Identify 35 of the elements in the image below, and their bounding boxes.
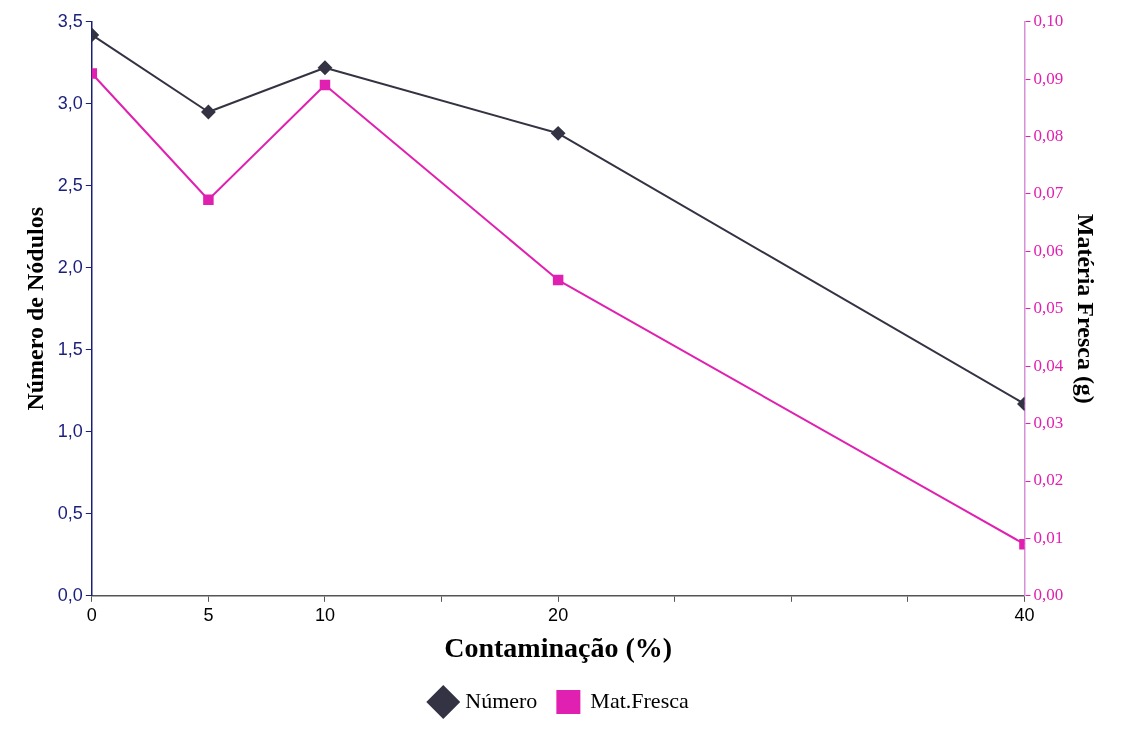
y-tick-label: 3,5 <box>57 10 83 31</box>
y-tick-label: 2,5 <box>57 174 83 195</box>
y2-tick-label: 0,08 <box>1033 126 1064 146</box>
point <box>317 60 332 75</box>
x-tick-label: 0 <box>86 604 97 625</box>
point <box>203 194 214 205</box>
legend-label: Número <box>465 687 538 713</box>
y-axis-title: Número de Nódulos <box>21 207 48 411</box>
y2-tick-label: 0,05 <box>1033 298 1064 318</box>
x-tick-label: 40 <box>1014 604 1035 625</box>
y2-tick-label: 0,03 <box>1033 413 1064 433</box>
y2-axis-title: Matéria Fresca (g) <box>1073 213 1100 404</box>
y2-tick-label: 0,01 <box>1033 527 1064 547</box>
legend-label: Mat.Fresca <box>590 687 689 713</box>
y-tick-label: 1,5 <box>57 338 83 359</box>
x-tick-label: 5 <box>203 604 214 625</box>
y2-tick-label: 0,06 <box>1033 240 1064 260</box>
point <box>552 274 564 286</box>
y2-tick-label: 0,00 <box>1033 585 1064 605</box>
point <box>201 105 216 119</box>
y-tick-label: 3,0 <box>57 92 83 113</box>
y2-tick-label: 0,10 <box>1033 11 1064 31</box>
x-axis-title: Contaminação (%) <box>444 632 673 664</box>
y2-tick-label: 0,02 <box>1033 470 1064 490</box>
y2-tick-label: 0,09 <box>1033 68 1064 88</box>
y2-tick-label: 0,04 <box>1033 355 1064 375</box>
y-tick-label: 0,0 <box>57 584 83 605</box>
x-tick-label: 10 <box>314 604 335 625</box>
x-tick-label: 20 <box>548 604 569 625</box>
y-tick-label: 1,0 <box>57 420 83 441</box>
point <box>319 79 331 91</box>
point <box>551 126 566 141</box>
y-tick-label: 2,0 <box>57 256 83 277</box>
y-tick-label: 0,5 <box>57 502 83 523</box>
y2-tick-label: 0,07 <box>1033 183 1064 203</box>
